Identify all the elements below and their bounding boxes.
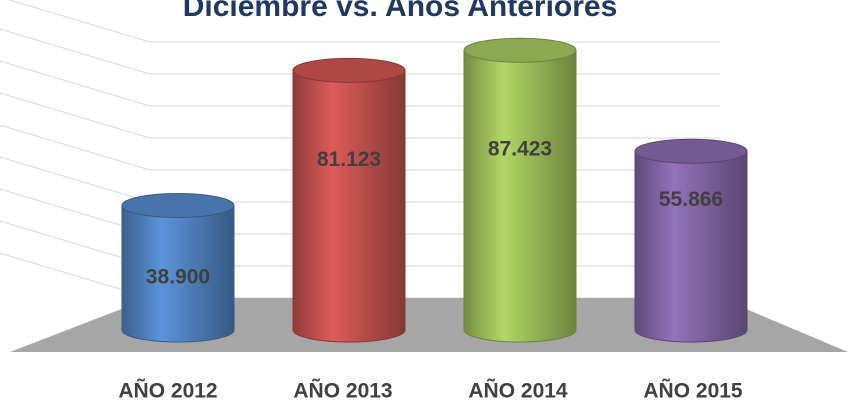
cylinder-body [634,150,748,343]
x-tick-label: AÑO 2013 [293,380,392,403]
data-label: 81.123 [317,148,381,171]
cylinder-top [634,138,748,164]
cylinder-top [292,57,406,83]
cylinder-top [463,37,577,63]
bar [463,37,577,343]
x-tick-label: AÑO 2014 [468,380,568,403]
data-label: 55.866 [659,188,723,211]
data-label: 38.900 [146,265,210,288]
cylinder-top [121,193,235,219]
cylinder-body [463,49,577,343]
bar [292,57,406,343]
bar [634,138,748,343]
data-label: 87.423 [488,138,552,161]
x-tick-label: AÑO 2012 [118,380,217,403]
chart-title: Diciembre vs. Años Anteriores [183,0,618,23]
bar [121,193,235,343]
cylinder-body [292,69,406,343]
x-tick-label: AÑO 2015 [643,380,743,403]
cylinder-body [121,205,235,343]
